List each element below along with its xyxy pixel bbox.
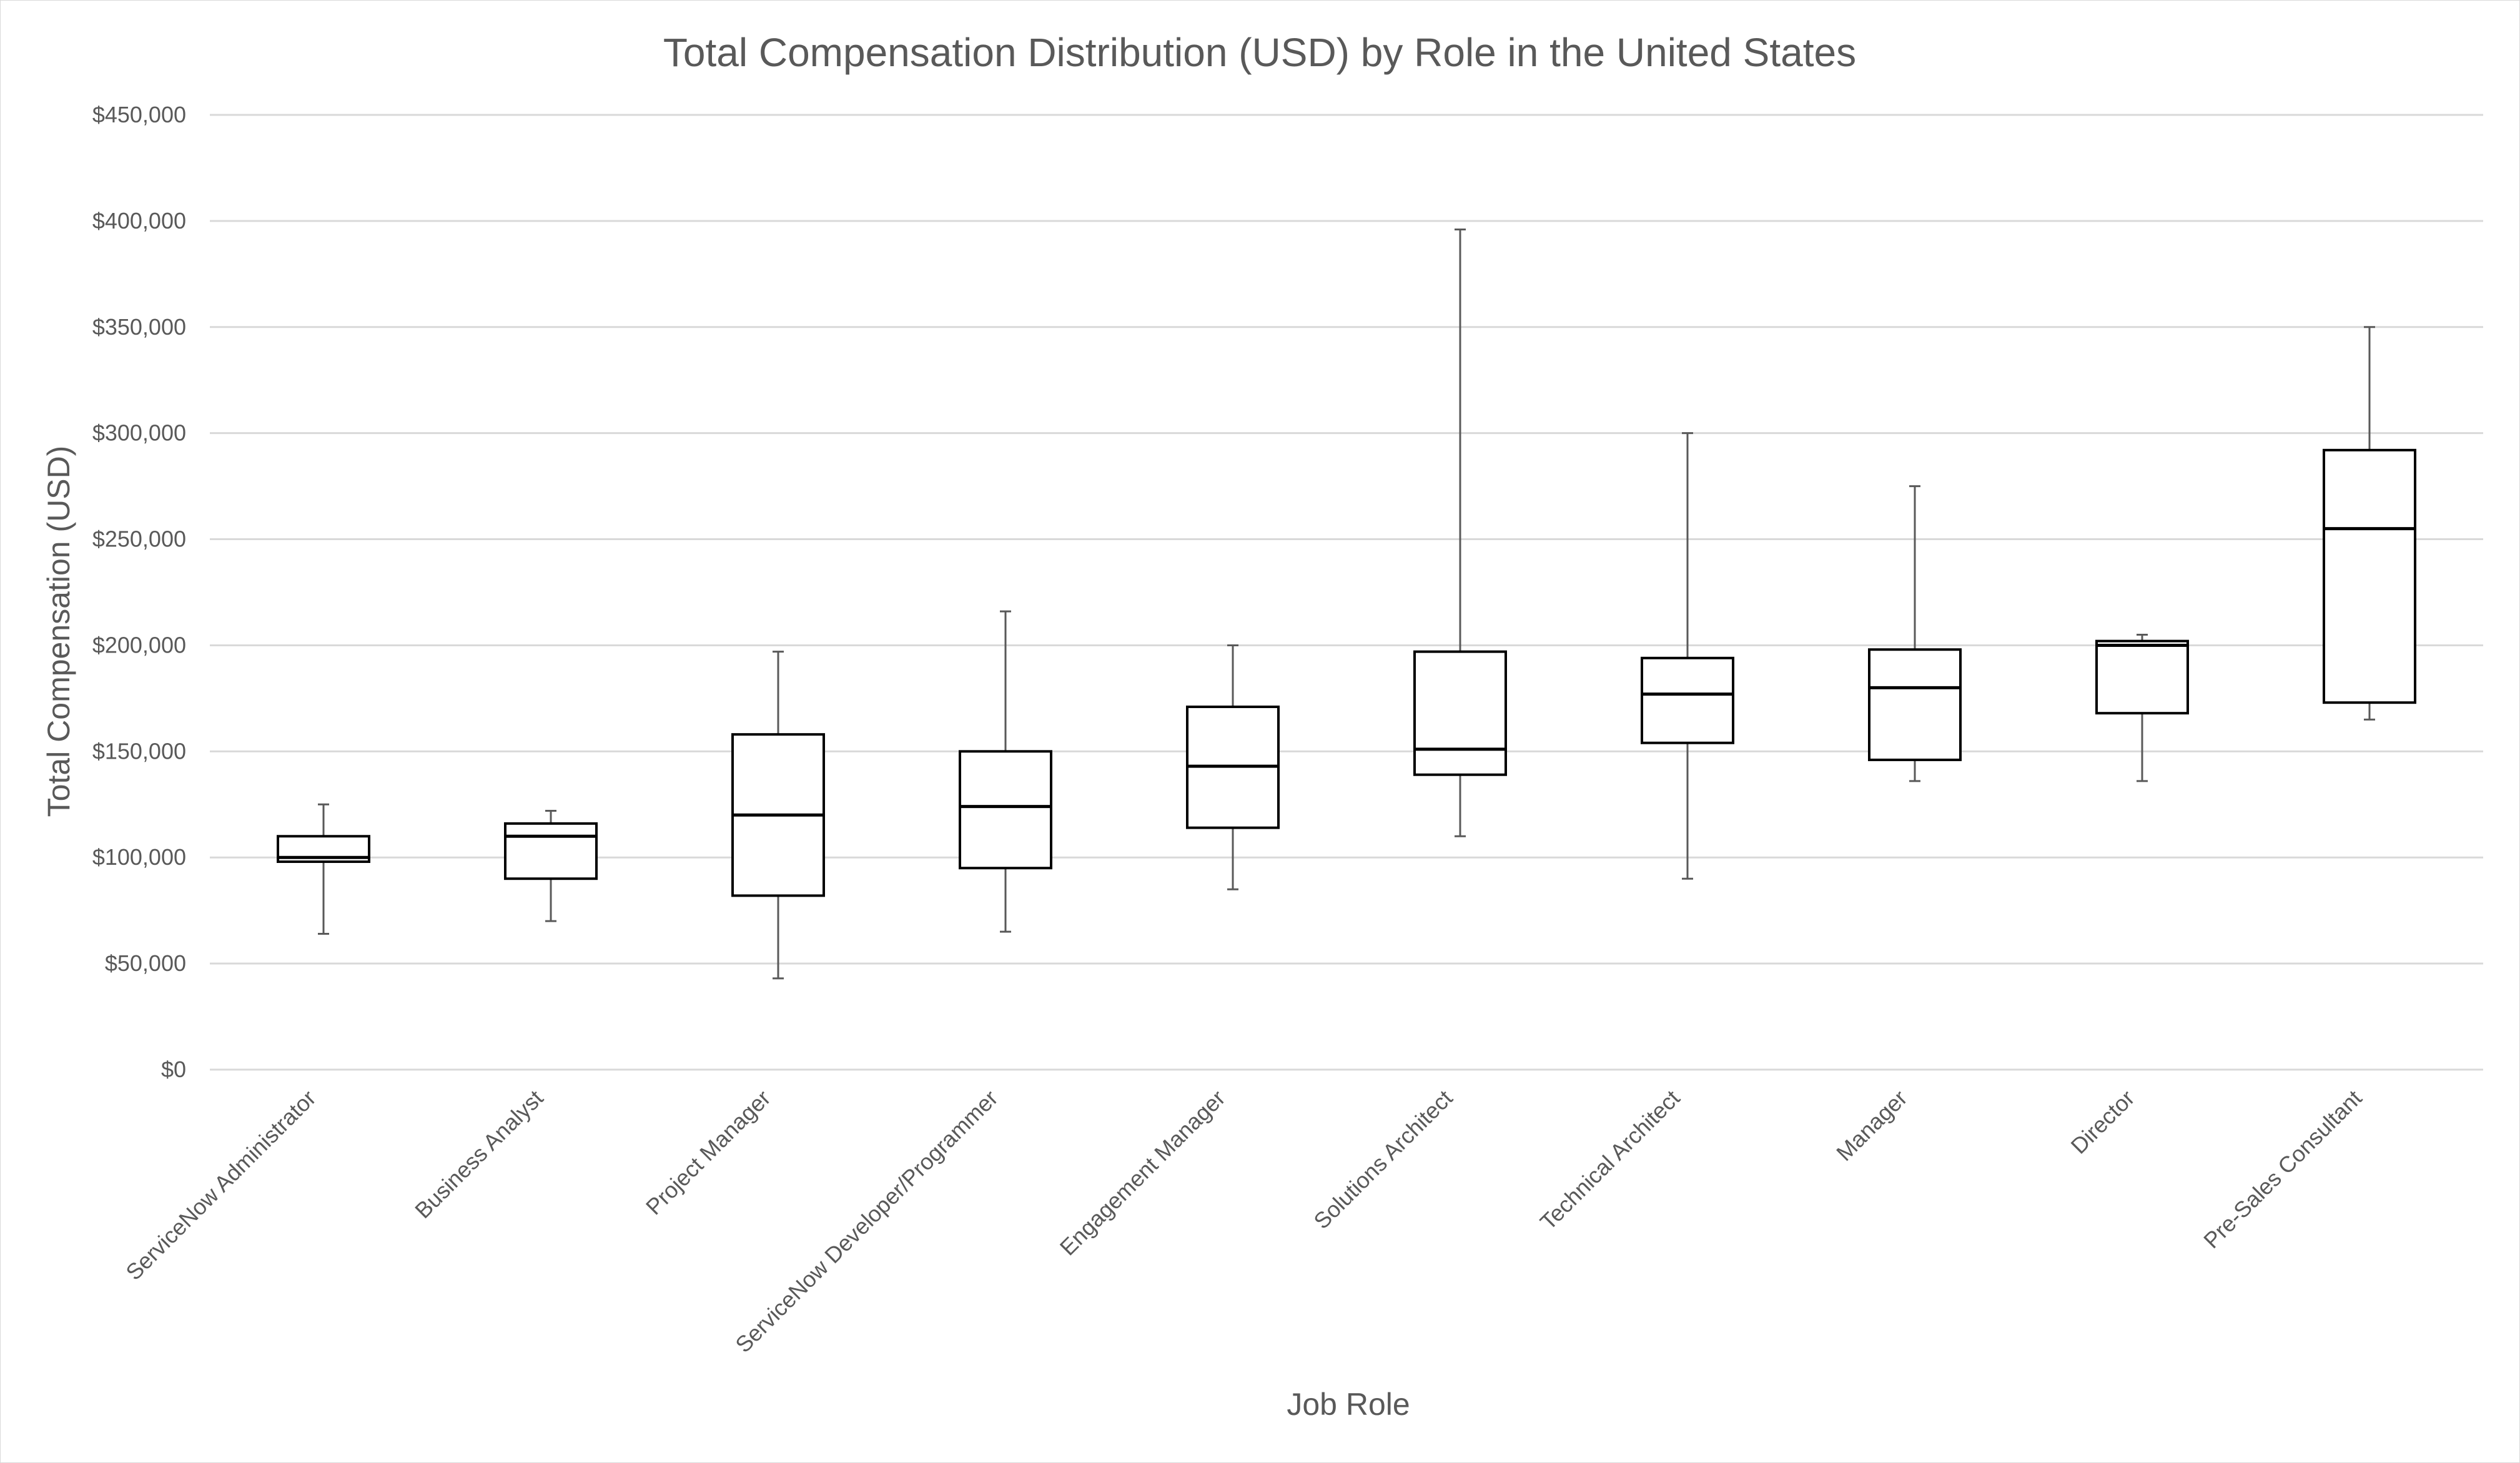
y-tick-label: $350,000	[92, 314, 186, 340]
y-tick-label: $450,000	[92, 102, 186, 127]
box-9	[2095, 633, 2189, 782]
x-category-label: Business Analyst	[410, 1085, 548, 1223]
x-category-label: Technical Architect	[1535, 1085, 1685, 1235]
iqr-box	[2095, 639, 2189, 715]
box-4	[959, 610, 1052, 933]
x-category-label: Engagement Manager	[1055, 1085, 1230, 1261]
y-tick-label: $300,000	[92, 420, 186, 446]
box-6	[1413, 228, 1507, 837]
box-1	[277, 803, 370, 935]
iqr-box	[1641, 656, 1734, 744]
x-category-label: ServiceNow Administrator	[121, 1085, 320, 1285]
x-category-label: Pre-Sales Consultant	[2198, 1085, 2367, 1254]
x-category-label: Solutions Architect	[1308, 1085, 1457, 1234]
x-category-label: Director	[2066, 1085, 2140, 1159]
y-tick-label: $150,000	[92, 738, 186, 764]
x-category-label: Project Manager	[641, 1085, 776, 1220]
x-axis-category-labels: ServiceNow Administrator Business Analyst…	[121, 1085, 2366, 1357]
box-8	[1868, 485, 1962, 782]
x-axis-title: Job Role	[1287, 1387, 1410, 1422]
box-3	[731, 651, 825, 980]
x-category-label: ServiceNow Developer/Programmer	[730, 1085, 1002, 1357]
y-tick-label: $400,000	[92, 208, 186, 234]
chart-title: Total Compensation Distribution (USD) by…	[663, 30, 1856, 75]
iqr-box	[504, 822, 598, 880]
box-2	[504, 809, 598, 922]
y-tick-label: $0	[161, 1057, 186, 1082]
y-tick-label: $100,000	[92, 844, 186, 870]
y-tick-label: $250,000	[92, 526, 186, 552]
gridlines	[210, 114, 2483, 1071]
box-5	[1186, 644, 1280, 890]
y-axis-title: Total Compensation (USD)	[41, 446, 76, 817]
iqr-box	[1413, 650, 1507, 776]
x-category-label: Manager	[1831, 1085, 1912, 1166]
iqr-box	[2323, 448, 2416, 704]
box-series	[277, 228, 2416, 980]
box-10	[2323, 326, 2416, 721]
iqr-box	[1868, 648, 1962, 761]
iqr-box	[959, 750, 1052, 870]
box-7	[1641, 432, 1734, 880]
y-tick-label: $200,000	[92, 632, 186, 658]
y-tick-label: $50,000	[105, 950, 186, 976]
y-axis-tick-labels: $0 $50,000 $100,000 $150,000 $200,000 $250,00…	[92, 102, 186, 1082]
